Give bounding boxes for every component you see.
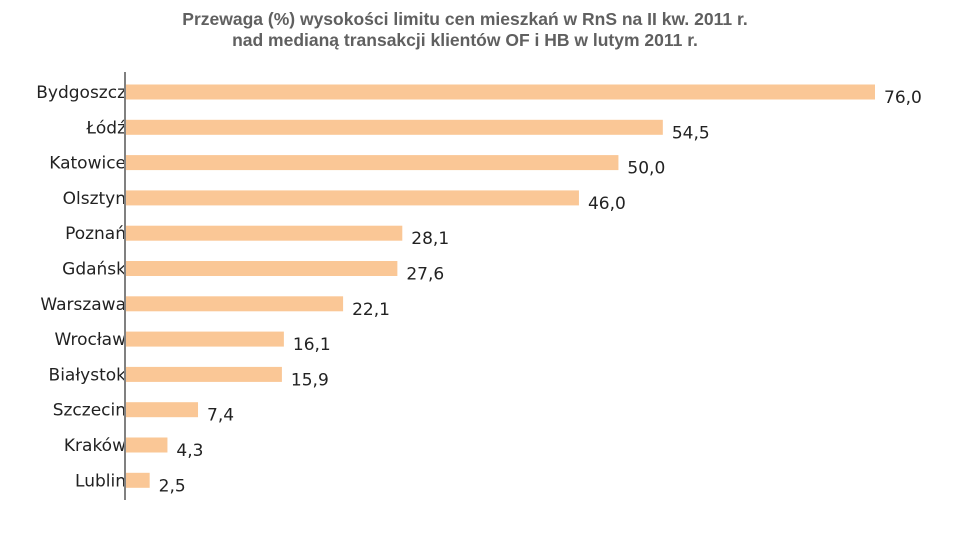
data-label: 54,5 [672,123,710,143]
bar-4 [125,225,403,241]
data-label: 7,4 [207,406,234,426]
data-label: 2,5 [159,476,186,496]
category-label: Bydgoszcz [36,83,126,103]
data-label: 28,1 [411,229,449,249]
category-label: Poznań [65,224,126,244]
category-label: Katowice [49,154,126,174]
data-label: 15,9 [291,370,329,390]
data-label: 46,0 [588,194,626,214]
bars-group: Bydgoszcz 76,0 Łódź 54,5 Katowice 50,0 Olsztyn… [36,83,922,496]
category-label: Szczecin [53,401,126,421]
data-label: 27,6 [406,265,444,285]
bar-7 [125,331,284,347]
chart-title: Przewaga (%) wysokości limitu cen mieszk… [182,9,748,29]
chart-subtitle: nad medianą transakcji klientów OF i HB … [232,30,698,50]
bar-0 [125,84,875,100]
bar-8 [125,366,282,382]
category-label: Lublin [75,471,126,491]
bar-2 [125,155,619,171]
bar-10 [125,437,168,453]
bar-1 [125,119,663,135]
bar-9 [125,402,199,418]
chart-title-block: Przewaga (%) wysokości limitu cen mieszk… [0,9,930,51]
category-label: Gdańsk [62,260,126,280]
bar-5 [125,261,398,276]
category-label: Wrocław [54,330,126,350]
category-label: Olsztyn [63,189,126,209]
data-label: 4,3 [176,441,203,461]
data-label: 50,0 [627,159,665,179]
category-label: Białystok [49,365,127,385]
data-label: 16,1 [293,335,331,355]
bar-11 [125,472,150,488]
category-label: Łódź [85,118,126,138]
data-label: 22,1 [352,300,390,320]
category-label: Warszawa [40,295,126,315]
bar-3 [125,190,579,206]
bar-6 [125,296,344,312]
category-label: Kraków [64,436,126,456]
data-label: 76,0 [884,88,922,108]
